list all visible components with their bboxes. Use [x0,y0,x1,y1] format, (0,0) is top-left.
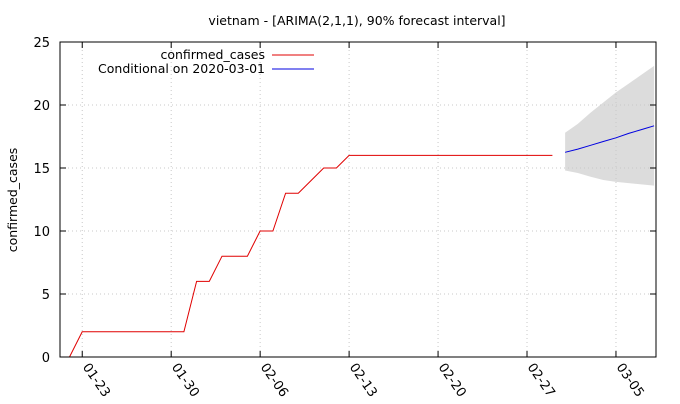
y-axis-label: confirmed_cases [5,148,20,253]
plot-frame [59,41,657,358]
y-tick-label: 10 [33,225,50,240]
y-tick-label: 15 [33,162,50,177]
x-tick-label: 02-06 [257,361,291,400]
forecast-line [564,125,655,153]
confirmed-cases-line [69,154,553,358]
legend-label-confirmed-cases: confirmed_cases [160,47,265,62]
y-tick-label: 5 [42,288,50,303]
legend-label-forecast: Conditional on 2020-03-01 [98,61,265,76]
y-tick-label: 25 [33,36,50,51]
y-tick-label: 0 [42,351,50,366]
y-tick-label: 20 [33,99,50,114]
x-tick-label: 02-13 [346,361,380,400]
plot-area: 0 5 10 15 20 25 01-23 01-30 02-06 02-13 02-20 02-27… [33,36,657,400]
x-tick-label: 03-05 [613,361,647,400]
chart-title: vietnam - [ARIMA(2,1,1), 90% forecast in… [208,13,505,28]
forecast-interval-band [565,65,655,186]
x-tick-label: 02-27 [524,361,558,400]
x-tick-label: 01-30 [168,361,202,400]
x-tick-label: 02-20 [435,361,469,400]
x-tick-label: 01-23 [79,361,113,400]
